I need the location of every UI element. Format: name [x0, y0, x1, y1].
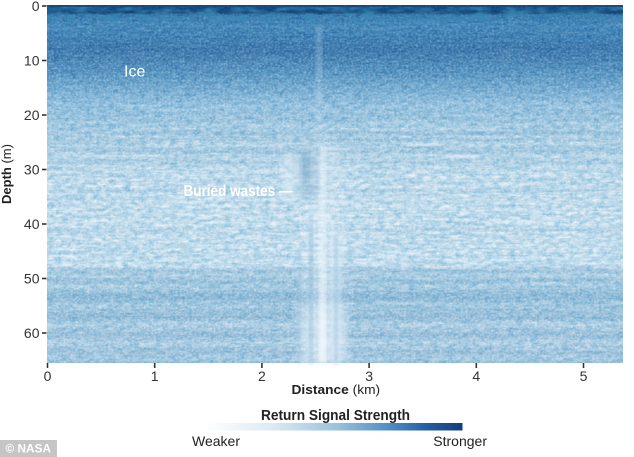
svg-text:5: 5	[580, 368, 588, 384]
svg-text:10: 10	[24, 53, 40, 69]
svg-text:0: 0	[32, 0, 40, 14]
svg-text:30: 30	[24, 162, 40, 178]
svg-text:40: 40	[24, 216, 40, 232]
svg-text:20: 20	[24, 107, 40, 123]
svg-text:1: 1	[151, 368, 159, 384]
svg-text:Stronger: Stronger	[433, 433, 487, 449]
svg-text:60: 60	[24, 325, 40, 341]
svg-text:Depth (m): Depth (m)	[0, 144, 14, 204]
svg-text:© NASA: © NASA	[6, 444, 52, 456]
svg-text:50: 50	[24, 271, 40, 287]
svg-text:Distance (km): Distance (km)	[292, 382, 381, 397]
svg-text:3: 3	[365, 368, 373, 384]
svg-text:Weaker: Weaker	[192, 433, 240, 449]
svg-text:2: 2	[258, 368, 266, 384]
svg-text:0: 0	[44, 368, 52, 384]
svg-text:4: 4	[472, 368, 480, 384]
svg-text:Ice: Ice	[124, 64, 145, 81]
svg-text:Buried wastes —: Buried wastes —	[184, 183, 293, 200]
svg-text:Return Signal Strength: Return Signal Strength	[261, 408, 410, 424]
